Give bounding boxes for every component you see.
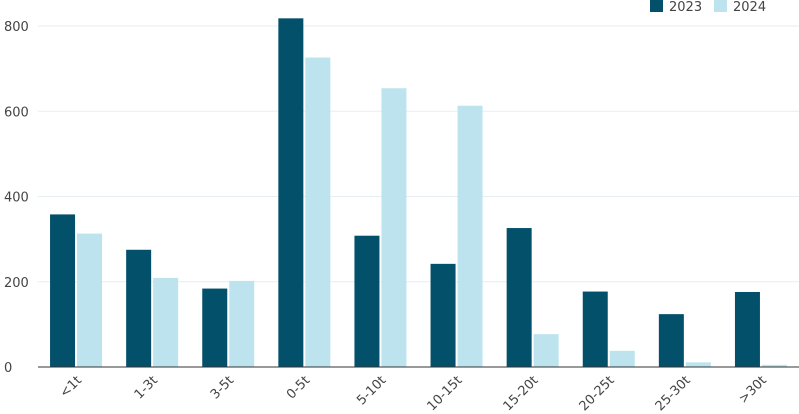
gridlines: [38, 25, 799, 283]
x-tick-label: 15-20t: [501, 373, 542, 414]
bar-2023-<1t: [50, 214, 76, 367]
x-tick-label: <1t: [57, 373, 85, 401]
x-tick-label: 0-5t: [284, 373, 313, 402]
bar-2023->30t: [734, 291, 760, 367]
y-tick-label: 800: [4, 20, 29, 35]
bar-2024-<1t: [77, 233, 103, 367]
x-axis-ticks: <1t 1-3t 3-5t 0-5t 5-10t 10-15t 15-20t 20-25t 25…: [57, 373, 770, 414]
y-tick-label: 400: [4, 191, 29, 206]
x-tick-label: 5-10t: [354, 373, 389, 408]
legend-swatch-2023: [650, 0, 663, 12]
y-tick-label: 600: [4, 105, 29, 120]
bar-2024-1-3t: [153, 277, 179, 367]
bar-2023-15-20t: [506, 228, 532, 367]
bar-2024-0-5t: [305, 57, 331, 367]
bar-2024-10-15t: [457, 105, 483, 368]
x-tick-label: 20-25t: [577, 373, 618, 414]
legend: 2023 2024: [650, 0, 766, 15]
x-tick-label: 25-30t: [653, 373, 694, 414]
bar-2024-3-5t: [229, 280, 255, 367]
bar-2024-25-30t: [685, 362, 711, 367]
x-tick-label: 10-15t: [424, 373, 465, 414]
legend-label-2024: 2024: [733, 0, 766, 15]
bar-2023-1-3t: [126, 249, 152, 367]
bar-2023-25-30t: [658, 314, 684, 367]
bar-2023-0-5t: [278, 18, 304, 367]
y-tick-label: 0: [4, 361, 12, 376]
bar-2024-20-25t: [609, 350, 635, 367]
bar-2023-20-25t: [582, 291, 608, 367]
legend-swatch-2024: [714, 0, 727, 12]
bar-2023-3-5t: [202, 288, 228, 367]
legend-label-2023: 2023: [669, 0, 702, 15]
bar-2023-10-15t: [430, 263, 456, 367]
bar-2023-5-10t: [354, 235, 380, 367]
x-tick-label: 1-3t: [132, 373, 161, 402]
bar-2024->30t: [761, 364, 787, 367]
bar-2024-15-20t: [533, 334, 559, 367]
bar-2024-5-10t: [381, 88, 407, 368]
y-tick-label: 200: [4, 276, 29, 291]
x-tick-label: >30t: [736, 373, 770, 407]
y-axis-ticks: 0 200 400 600 800: [4, 20, 29, 376]
x-tick-label: 3-5t: [208, 373, 237, 402]
bars: [50, 18, 787, 368]
